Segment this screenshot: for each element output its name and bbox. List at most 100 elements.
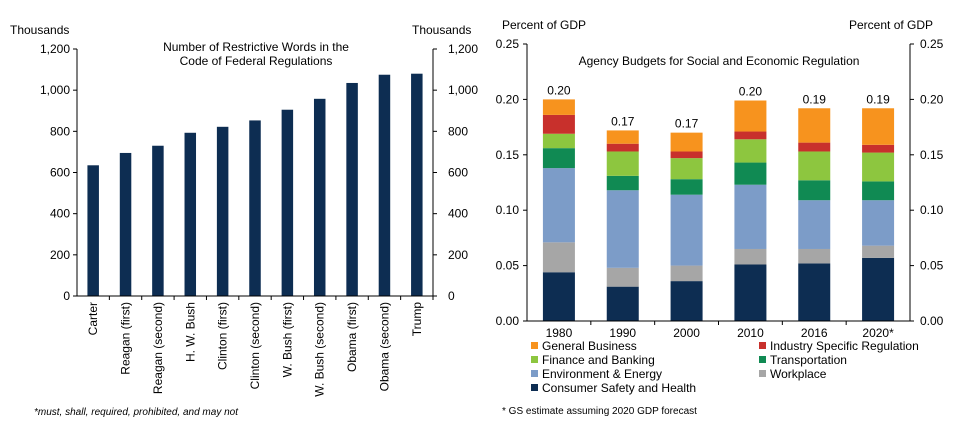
left-ytick-label-right: 1,000	[448, 83, 478, 97]
stack-segment-workplace	[734, 248, 767, 265]
left-bar	[152, 145, 164, 296]
left-title-line-2: Code of Federal Regulations	[180, 54, 333, 68]
legend-swatch	[759, 370, 766, 377]
legend-swatch	[759, 342, 766, 349]
right-title: Agency Budgets for Social and Economic R…	[579, 54, 860, 68]
left-ytick-label-right: 800	[448, 124, 468, 138]
stack-segment-general-business	[606, 130, 639, 144]
left-xtick-label: W. Bush (second)	[313, 302, 327, 397]
bar-total-label: 0.17	[611, 114, 635, 128]
stack-segment-environment-energy	[606, 190, 639, 268]
stack-segment-industry-specific-regulation	[734, 131, 767, 140]
right-ylabel-left: Percent of GDP	[502, 18, 586, 32]
left-ytick-label-right: 600	[448, 166, 468, 180]
stack-segment-general-business	[862, 108, 895, 145]
legend-label: Environment & Energy	[542, 367, 662, 381]
stack-segment-transportation	[734, 162, 767, 185]
left-bar	[346, 82, 358, 297]
stack-segment-industry-specific-regulation	[670, 151, 703, 159]
left-footnote: *must, shall, required, prohibited, and …	[34, 407, 239, 418]
right-ytick-label-left: 0.15	[496, 148, 520, 162]
left-title-line-1: Number of Restrictive Words in the	[163, 40, 349, 54]
stack-segment-transportation	[542, 148, 575, 169]
legend-label: Transportation	[770, 353, 847, 367]
left-xtick-label: Reagan (first)	[119, 302, 133, 375]
left-bar	[119, 152, 132, 296]
right-ytick-label-left: 0.25	[496, 37, 520, 51]
stack-segment-workplace	[542, 242, 575, 273]
left-xtick-label: Trump	[410, 302, 424, 337]
left-ytick-label-left: 0	[63, 289, 70, 303]
legend-swatch	[759, 356, 766, 363]
left-xtick-label: Obama (second)	[377, 302, 391, 391]
stack-segment-environment-energy	[734, 184, 767, 249]
stack-segment-workplace	[670, 265, 703, 282]
stack-segment-general-business	[670, 132, 703, 152]
stack-segment-finance-and-banking	[606, 151, 639, 176]
restrictive-words-chart: Thousands Thousands Number of Restrictiv…	[10, 23, 478, 418]
legend-swatch	[531, 342, 538, 349]
left-ytick-label-right: 200	[448, 248, 468, 262]
left-bar	[313, 98, 326, 296]
left-ylabel-right: Thousands	[412, 23, 471, 37]
left-ytick-label-left: 800	[50, 124, 70, 138]
stack-segment-finance-and-banking	[798, 151, 831, 181]
left-bar	[378, 74, 391, 297]
right-xtick-label: 1990	[609, 326, 636, 340]
right-ytick-label-left: 0.05	[496, 259, 520, 273]
left-xtick-label: Carter	[86, 302, 100, 335]
legend-label: Finance and Banking	[542, 353, 655, 367]
stack-segment-transportation	[606, 175, 639, 191]
right-ytick-label-left: 0.10	[496, 203, 520, 217]
right-xtick-label: 2000	[673, 326, 700, 340]
left-bar	[411, 73, 423, 296]
left-bar	[184, 132, 197, 296]
left-xtick-label: Clinton (second)	[248, 302, 262, 389]
stack-segment-consumer-safety-and-health	[542, 272, 575, 321]
left-ytick-label-left: 400	[50, 207, 70, 221]
stack-segment-industry-specific-regulation	[862, 144, 895, 153]
stack-segment-environment-energy	[798, 200, 831, 249]
right-ytick-label-right: 0.10	[920, 203, 944, 217]
legend-label: Workplace	[770, 367, 827, 381]
bar-total-label: 0.19	[866, 92, 890, 106]
left-bar	[249, 120, 261, 296]
stack-segment-environment-energy	[542, 168, 575, 243]
right-legend: General Business Industry Specific Regula…	[531, 339, 919, 395]
stack-segment-industry-specific-regulation	[542, 114, 575, 134]
right-ytick-label-right: 0.25	[920, 37, 944, 51]
stack-segment-workplace	[862, 245, 895, 258]
right-ytick-label-left: 0.00	[496, 314, 520, 328]
left-xtick-label: W. Bush (first)	[280, 302, 294, 377]
right-xtick-label: 2010	[737, 326, 764, 340]
left-ytick-label-left: 600	[50, 166, 70, 180]
legend-swatch	[531, 356, 538, 363]
agency-budgets-chart: Percent of GDP Percent of GDP Agency Bud…	[496, 18, 944, 417]
stack-segment-finance-and-banking	[670, 158, 703, 180]
right-ylabel-right: Percent of GDP	[849, 18, 933, 32]
left-bar	[281, 109, 294, 297]
left-ytick-label-right: 0	[448, 289, 455, 303]
bar-total-label: 0.20	[547, 83, 571, 97]
stack-segment-consumer-safety-and-health	[670, 281, 703, 321]
legend-swatch	[531, 370, 538, 377]
stack-segment-consumer-safety-and-health	[862, 257, 895, 321]
left-ytick-label-left: 1,000	[40, 83, 70, 97]
right-xtick-label: 2016	[801, 326, 828, 340]
stack-segment-industry-specific-regulation	[798, 142, 831, 152]
stack-segment-consumer-safety-and-health	[734, 264, 767, 321]
legend-label: General Business	[542, 339, 637, 353]
right-ytick-label-right: 0.00	[920, 314, 944, 328]
right-footnote: * GS estimate assuming 2020 GDP forecast	[502, 406, 697, 417]
stack-segment-general-business	[798, 108, 831, 143]
left-xtick-label: Clinton (first)	[216, 302, 230, 370]
left-xtick-label: H. W. Bush	[183, 302, 197, 362]
stack-segment-workplace	[606, 267, 639, 287]
legend-swatch	[531, 384, 538, 391]
left-xtick-label: Reagan (second)	[151, 302, 165, 394]
stack-segment-general-business	[734, 100, 767, 132]
stack-segment-consumer-safety-and-health	[606, 286, 639, 321]
stack-segment-environment-energy	[670, 194, 703, 266]
left-ytick-label-left: 1,200	[40, 42, 70, 56]
